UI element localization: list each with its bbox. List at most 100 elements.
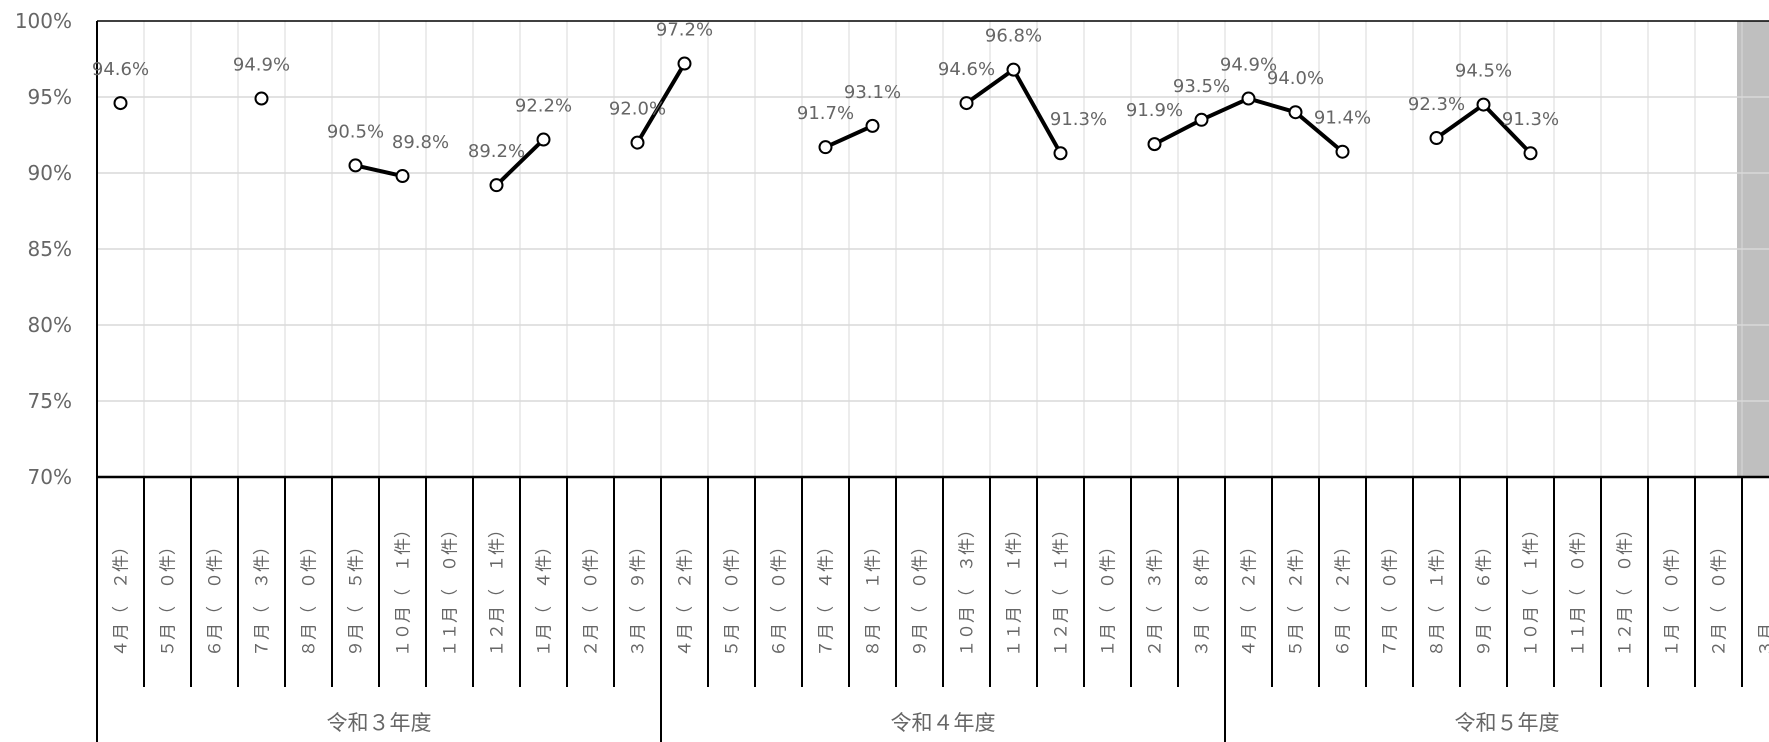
data-point bbox=[1288, 105, 1303, 120]
data-label: 96.8% bbox=[985, 26, 1042, 47]
category-label: ３月（ ８件） bbox=[1193, 538, 1213, 657]
category-label: １０月（ ３件） bbox=[958, 521, 978, 657]
category-label: １月（ ０件） bbox=[1099, 538, 1119, 657]
data-point bbox=[536, 132, 551, 147]
y-tick-label: 95% bbox=[28, 85, 72, 109]
category-label: ９月（ ５件） bbox=[347, 538, 367, 657]
data-point bbox=[959, 96, 974, 111]
y-tick-label: 100% bbox=[15, 9, 72, 33]
data-label: 93.1% bbox=[844, 82, 901, 103]
category-label: １０月（ １件） bbox=[394, 521, 414, 657]
data-label: 94.9% bbox=[233, 55, 290, 76]
data-label: 91.3% bbox=[1502, 109, 1559, 130]
series-line-segment bbox=[823, 123, 875, 150]
data-point bbox=[254, 91, 269, 106]
fiscal-year-label: 令和４年度 bbox=[891, 711, 996, 735]
data-point bbox=[818, 140, 833, 155]
category-label: ８月（ １件） bbox=[864, 538, 884, 657]
category-label: ８月（ １件） bbox=[1428, 538, 1448, 657]
data-point bbox=[865, 118, 880, 133]
category-label: １２月（ １件） bbox=[488, 521, 508, 657]
data-label: 94.9% bbox=[1220, 55, 1277, 76]
series-line-segment bbox=[1246, 96, 1298, 115]
series-line-segment bbox=[353, 163, 405, 179]
data-point bbox=[1241, 91, 1256, 106]
data-label: 92.0% bbox=[609, 99, 666, 120]
category-label: １２月（ １件） bbox=[1052, 521, 1072, 657]
data-label: 92.3% bbox=[1408, 94, 1465, 115]
x-axis: ４月（ ２件） ５月（ ０件） ６月（ ０件） ７月（ ３件） ８月（ ０件） ９月（ ５… bbox=[112, 477, 1769, 742]
y-axis: 70% 75% 80% 85% 90% 95% 100% bbox=[15, 9, 72, 489]
fiscal-year-label: 令和５年度 bbox=[1455, 711, 1560, 735]
series-line-segment bbox=[635, 61, 687, 145]
y-tick-label: 70% bbox=[28, 465, 72, 489]
category-label: １月（ ４件） bbox=[535, 538, 555, 657]
category-label: ５月（ ２件） bbox=[1287, 538, 1307, 657]
series-line-segment bbox=[494, 137, 546, 188]
category-label: ６月（ ０件） bbox=[770, 538, 790, 657]
series-line-segment bbox=[1199, 96, 1251, 122]
category-label: ７月（ ０件） bbox=[1381, 538, 1401, 657]
series-line-segment bbox=[1434, 102, 1486, 141]
category-label: ７月（ ３件） bbox=[253, 538, 273, 657]
data-label: 93.5% bbox=[1173, 76, 1230, 97]
series-line-segment bbox=[1481, 102, 1533, 156]
data-point bbox=[1194, 112, 1209, 127]
series-line-segment bbox=[1152, 117, 1204, 147]
data-label: 91.3% bbox=[1050, 109, 1107, 130]
y-tick-label: 90% bbox=[28, 161, 72, 185]
category-label: １０月（ １件） bbox=[1522, 521, 1542, 657]
data-point bbox=[1523, 146, 1538, 161]
category-label: ２月（ ０件） bbox=[1710, 538, 1730, 657]
data-point bbox=[489, 178, 504, 193]
data-point bbox=[1335, 144, 1350, 159]
category-label: ５月（ ０件） bbox=[159, 538, 179, 657]
data-point bbox=[1476, 97, 1491, 112]
category-label: ２月（ ３件） bbox=[1146, 538, 1166, 657]
grid bbox=[97, 21, 1769, 477]
data-label: 94.0% bbox=[1267, 68, 1324, 89]
data-label: 91.4% bbox=[1314, 108, 1371, 129]
data-point bbox=[1429, 131, 1444, 146]
category-label: ７月（ ４件） bbox=[817, 538, 837, 657]
series bbox=[113, 56, 1538, 193]
category-label: １１月（ １件） bbox=[1005, 521, 1025, 657]
y-tick-label: 75% bbox=[28, 389, 72, 413]
category-label: ３月（ ９件） bbox=[629, 538, 649, 657]
category-label: ９月（ ６件） bbox=[1475, 538, 1495, 657]
category-label: １１月（ ０件） bbox=[1569, 521, 1589, 657]
data-labels: 94.6% 94.9% 90.5% 89.8% 89.2% 92.2% 92.0% 97.2%… bbox=[92, 20, 1559, 163]
data-label: 90.5% bbox=[327, 121, 384, 142]
category-label: ４月（ ２件） bbox=[676, 538, 696, 657]
data-label: 91.9% bbox=[1126, 100, 1183, 121]
category-label: １２月（ ０件） bbox=[1616, 521, 1636, 657]
data-label: 94.5% bbox=[1455, 61, 1512, 82]
fiscal-year-label: 令和３年度 bbox=[327, 711, 432, 735]
data-point bbox=[1053, 146, 1068, 161]
data-label: 94.6% bbox=[92, 59, 149, 80]
data-point bbox=[630, 135, 645, 150]
category-label: ４月（ ２件） bbox=[1240, 538, 1260, 657]
data-point bbox=[395, 169, 410, 184]
category-label: ８月（ ０件） bbox=[300, 538, 320, 657]
series-line-segment bbox=[964, 67, 1016, 106]
category-label: ５月（ ０件） bbox=[723, 538, 743, 657]
data-label: 89.2% bbox=[468, 141, 525, 162]
data-label: 92.2% bbox=[515, 96, 572, 117]
category-label: ２月（ ０件） bbox=[582, 538, 602, 657]
category-label: ６月（ ２件） bbox=[1334, 538, 1354, 657]
data-label: 91.7% bbox=[797, 103, 854, 124]
data-point bbox=[348, 158, 363, 173]
category-label: １１月（ ０件） bbox=[441, 521, 461, 657]
category-label: ９月（ ０件） bbox=[911, 538, 931, 657]
data-point bbox=[677, 56, 692, 71]
y-tick-label: 80% bbox=[28, 313, 72, 337]
category-label: １月（ ０件） bbox=[1663, 538, 1683, 657]
category-label: ３月 bbox=[1757, 623, 1769, 657]
axis-frame bbox=[96, 20, 1769, 742]
category-label: ４月（ ２件） bbox=[112, 538, 132, 657]
category-label: ６月（ ０件） bbox=[206, 538, 226, 657]
data-label: 94.6% bbox=[938, 59, 995, 80]
series-line-segment bbox=[1011, 67, 1063, 156]
